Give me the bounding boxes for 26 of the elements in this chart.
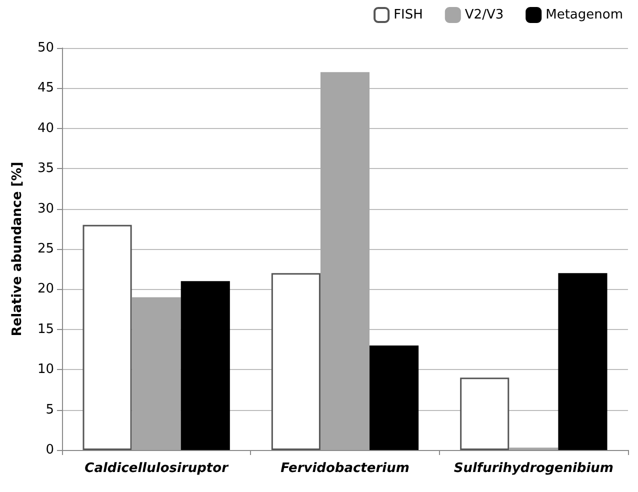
bar <box>460 378 510 450</box>
bar <box>558 273 608 450</box>
y-tick-label: 30 <box>37 201 54 216</box>
legend-label: V2/V3 <box>464 8 504 22</box>
x-tick-label: Sulfurihydrogenibium <box>454 461 614 476</box>
legend-label: FISH <box>394 8 423 22</box>
y-tick-label: 10 <box>37 362 54 378</box>
x-tick-label: Caldicellulosiruptor <box>84 461 230 476</box>
y-tick-label: 40 <box>37 120 54 136</box>
bar <box>320 72 370 450</box>
y-tick-label: 50 <box>37 40 54 56</box>
y-tick-label: 45 <box>37 80 54 96</box>
x-tick-label: Fervidobacterium <box>280 461 410 476</box>
bar <box>82 224 132 450</box>
bar <box>180 281 230 450</box>
y-tick-label: 35 <box>37 161 54 176</box>
bar <box>132 297 181 450</box>
y-tick-label: 15 <box>37 322 54 337</box>
legend-label: Metagenom <box>546 8 624 22</box>
y-tick-label: 0 <box>46 442 54 458</box>
y-tick-label: 20 <box>37 282 54 297</box>
y-axis-title: Relative abundance [%] <box>10 162 25 336</box>
bar <box>370 345 419 450</box>
y-tick-label: 25 <box>37 242 54 256</box>
bar <box>271 273 320 450</box>
y-tick-label: 5 <box>46 402 54 418</box>
